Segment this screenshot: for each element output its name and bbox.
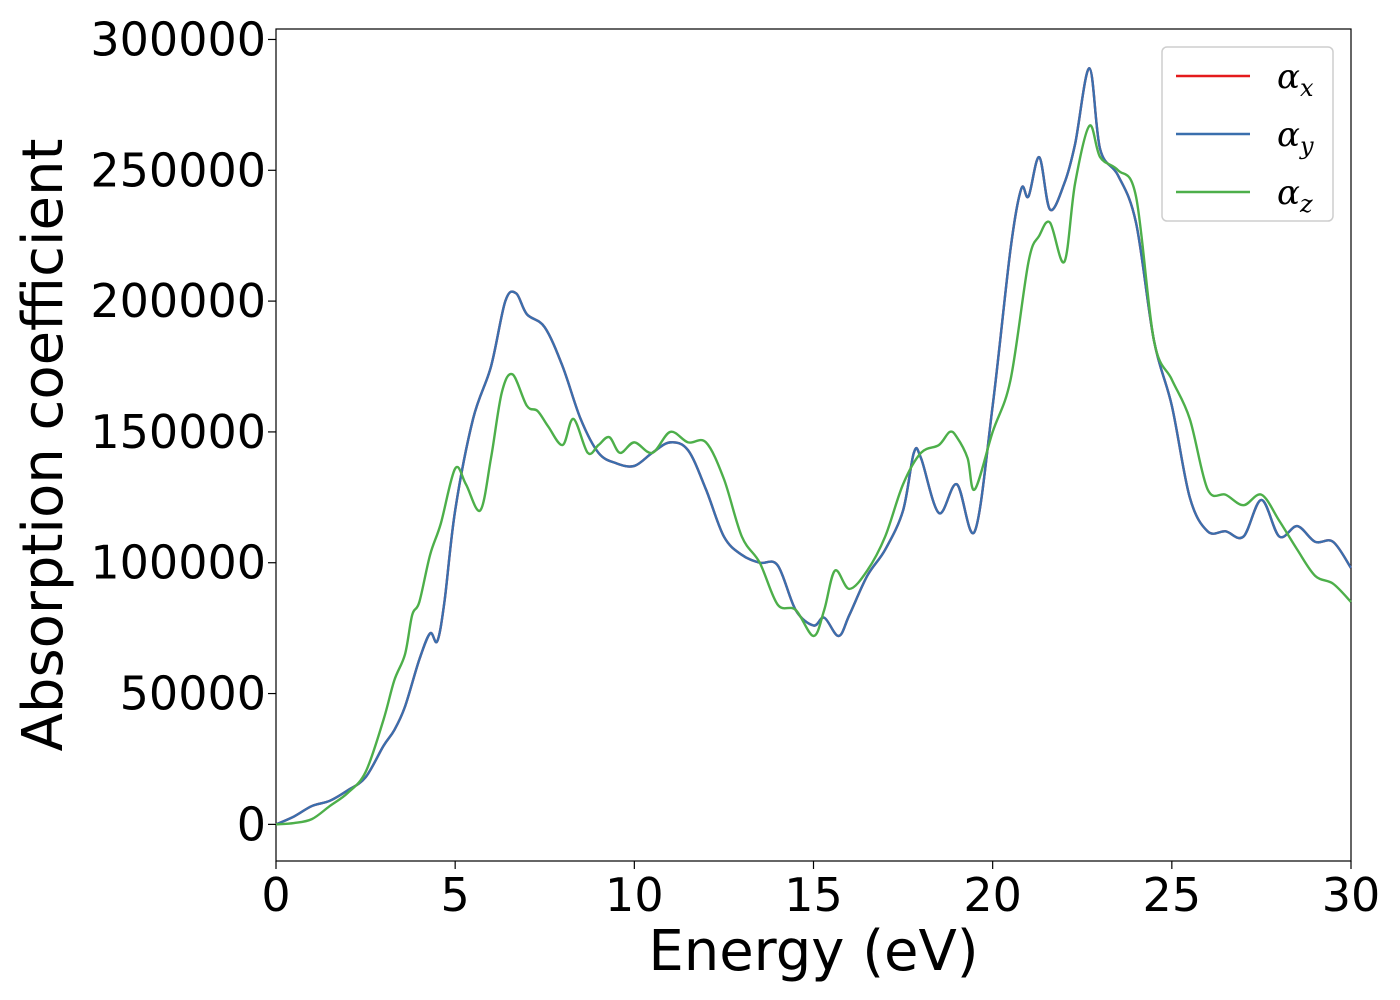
x-axis-ticks: 0 5 10 15 20 25 30 — [261, 861, 1380, 922]
y-tick-label: 0 — [237, 797, 266, 851]
y-tick-label: 50000 — [120, 667, 266, 721]
series-line-z — [275, 124, 1352, 826]
x-tick-label: 0 — [261, 868, 290, 922]
x-axis-label: Energy (eV) — [648, 919, 978, 984]
x-tick-label: 20 — [963, 868, 1022, 922]
x-tick-label: 5 — [441, 868, 470, 922]
y-axis-ticks: 0 50000 100000 150000 200000 250000 300000 — [90, 12, 276, 851]
series-lines — [275, 67, 1353, 826]
x-tick-label: 15 — [784, 868, 843, 922]
y-tick-label: 150000 — [90, 405, 266, 459]
x-tick-label: 30 — [1322, 868, 1381, 922]
y-tick-label: 300000 — [90, 12, 266, 66]
series-line-y — [275, 67, 1353, 826]
y-axis-label: Absorption coefficient — [11, 139, 76, 752]
y-tick-label: 200000 — [90, 274, 266, 328]
y-tick-label: 100000 — [90, 536, 266, 590]
y-tick-label: 250000 — [90, 143, 266, 197]
x-tick-label: 25 — [1143, 868, 1202, 922]
x-tick-label: 10 — [605, 868, 664, 922]
